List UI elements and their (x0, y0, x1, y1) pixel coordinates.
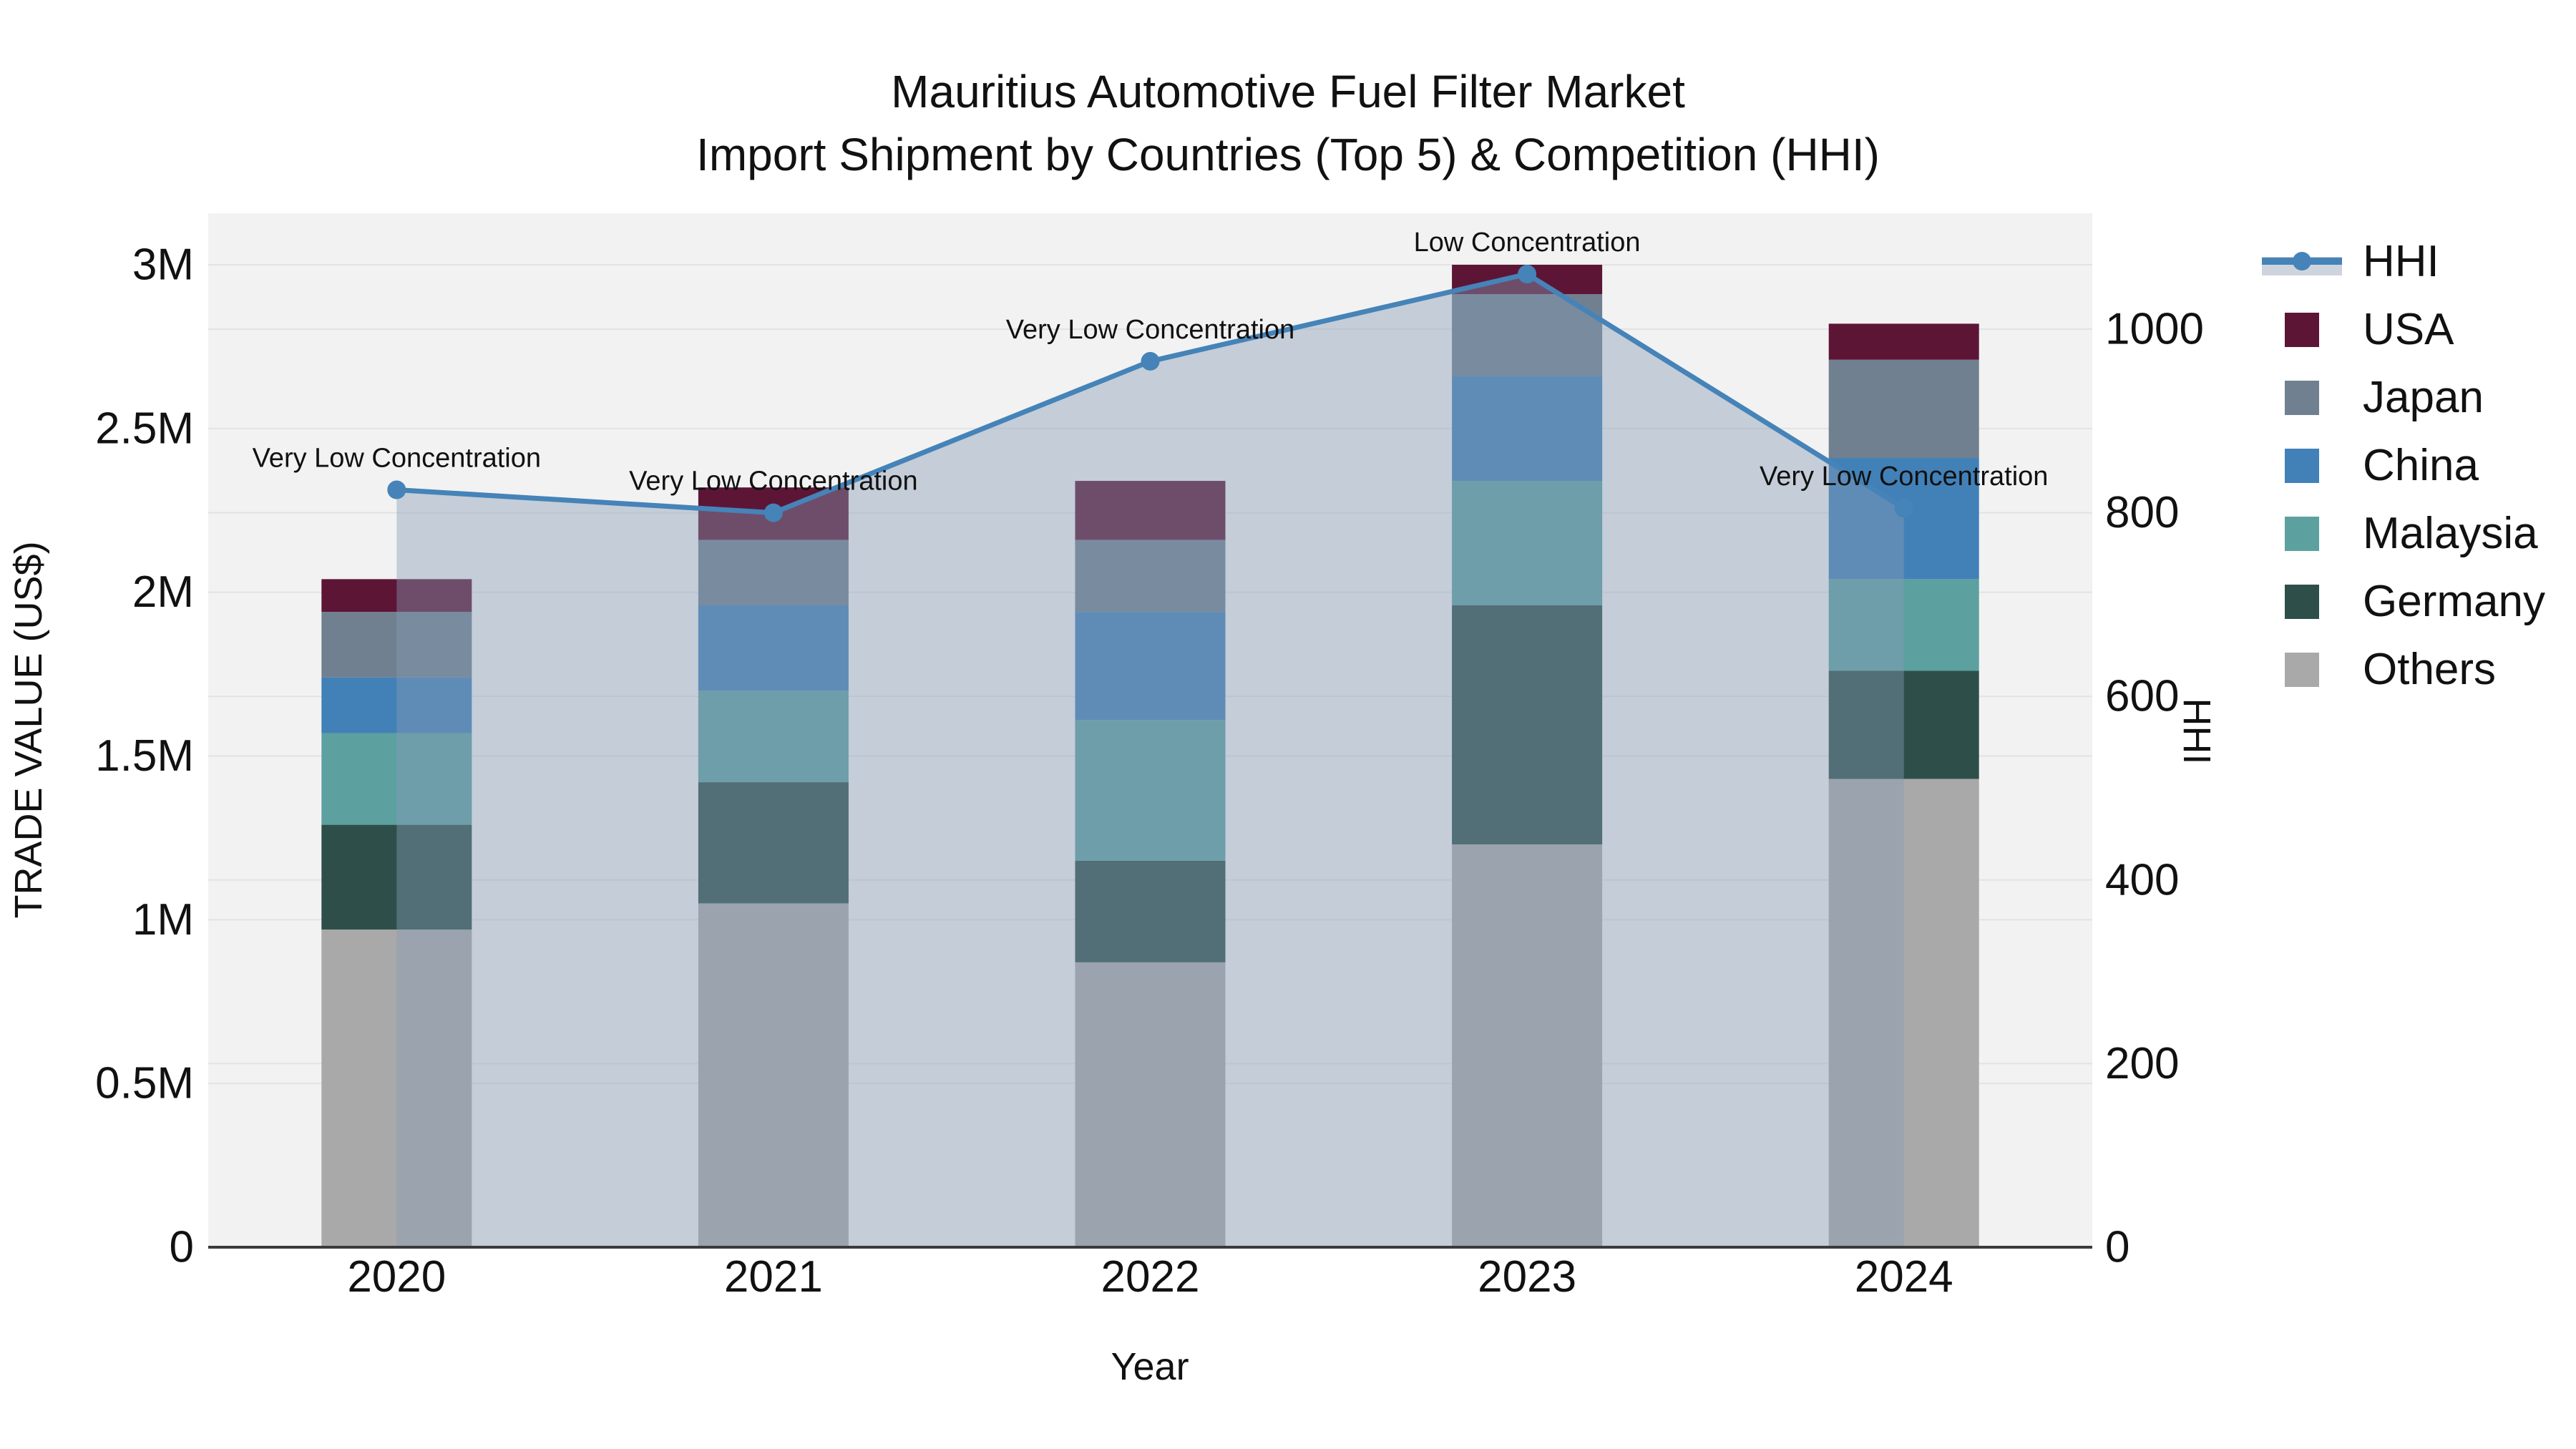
bar-segment-malaysia-2020[interactable] (321, 733, 472, 825)
usa-swatch-icon (2260, 308, 2344, 351)
bar-segment-others-2022[interactable] (1075, 962, 1226, 1247)
left-tick-label: 2.5M (95, 404, 194, 453)
chart-title-line1: Mauritius Automotive Fuel Filter Market (891, 66, 1685, 117)
bar-segment-germany-2021[interactable] (698, 782, 849, 904)
right-tick-label: 0 (2105, 1223, 2129, 1272)
others-swatch-icon (2260, 648, 2344, 691)
china-swatch-icon (2260, 444, 2344, 487)
left-tick-label: 3M (132, 240, 194, 290)
annotation-2023: Low Concentration (1414, 228, 1641, 258)
chart-title-line2: Import Shipment by Countries (Top 5) & C… (696, 129, 1880, 180)
bar-segment-japan-2021[interactable] (698, 540, 849, 605)
legend-item-germany[interactable]: Germany (2260, 567, 2545, 635)
x-tick-label-2022: 2022 (1101, 1252, 1200, 1302)
legend-item-others[interactable]: Others (2260, 635, 2545, 703)
germany-swatch-icon (2260, 580, 2344, 623)
legend-item-hhi[interactable]: HHI (2260, 228, 2545, 296)
legend: HHI USA Japan China Malaysia Germany Oth… (2260, 228, 2545, 703)
bar-segment-germany-2022[interactable] (1075, 860, 1226, 962)
legend-label-hhi: HHI (2363, 236, 2439, 286)
annotation-2022: Very Low Concentration (1006, 315, 1294, 345)
x-tick-label-2023: 2023 (1478, 1252, 1576, 1302)
annotations: Very Low Concentration Very Low Concentra… (253, 228, 2049, 497)
hhi-line-icon (2260, 240, 2344, 283)
legend-label-japan: Japan (2363, 372, 2484, 422)
bar-segment-malaysia-2021[interactable] (698, 690, 849, 783)
bar-segment-china-2020[interactable] (321, 677, 472, 733)
legend-item-usa[interactable]: USA (2260, 296, 2545, 364)
left-tick-label: 1.5M (95, 731, 194, 781)
left-tick-label: 0 (170, 1223, 194, 1272)
bar-segment-others-2020[interactable] (321, 930, 472, 1247)
bar-segment-malaysia-2023[interactable] (1452, 481, 1603, 605)
bar-segment-japan-2020[interactable] (321, 612, 472, 678)
bar-segment-usa-2020[interactable] (321, 579, 472, 613)
left-axis-tick-labels: 0 0.5M 1M 1.5M 2M 2.5M 3M (95, 240, 194, 1272)
x-axis-title: Year (1111, 1345, 1189, 1388)
legend-item-china[interactable]: China (2260, 431, 2545, 499)
bar-segment-malaysia-2022[interactable] (1075, 720, 1226, 861)
stacked-bars (321, 265, 1979, 1247)
y-axis-title: TRADE VALUE (US$) (7, 541, 50, 918)
hhi-marker-2021[interactable] (763, 503, 783, 522)
annotation-2024: Very Low Concentration (1760, 462, 2048, 492)
bar-segment-germany-2023[interactable] (1452, 605, 1603, 845)
japan-swatch-icon (2260, 376, 2344, 419)
legend-label-usa: USA (2363, 304, 2454, 354)
bar-segment-germany-2024[interactable] (1828, 670, 1979, 779)
hhi-marker-2022[interactable] (1141, 351, 1160, 371)
legend-item-japan[interactable]: Japan (2260, 364, 2545, 431)
right-tick-label: 1000 (2105, 305, 2204, 354)
hhi-marker-2020[interactable] (387, 480, 406, 499)
left-tick-label: 1M (132, 895, 194, 945)
legend-label-china: China (2363, 440, 2479, 490)
left-tick-label: 0.5M (95, 1059, 194, 1108)
right-tick-label: 200 (2105, 1039, 2179, 1088)
bar-segment-others-2023[interactable] (1452, 844, 1603, 1247)
right-tick-label: 800 (2105, 488, 2179, 537)
right-axis-tick-labels: 0 200 400 600 800 1000 (2105, 305, 2204, 1272)
right-tick-label: 400 (2105, 855, 2179, 904)
left-tick-label: 2M (132, 567, 194, 617)
hhi-line (387, 265, 1913, 522)
x-tick-label-2021: 2021 (724, 1252, 823, 1302)
bar-segment-malaysia-2024[interactable] (1828, 579, 1979, 671)
legend-label-others: Others (2363, 644, 2497, 694)
bar-segment-japan-2024[interactable] (1828, 359, 1979, 459)
bar-segment-china-2021[interactable] (698, 605, 849, 691)
bar-segment-others-2024[interactable] (1828, 779, 1979, 1247)
legend-label-malaysia: Malaysia (2363, 508, 2538, 558)
bar-segment-usa-2024[interactable] (1828, 323, 1979, 360)
annotation-2020: Very Low Concentration (253, 444, 541, 474)
y2-axis-title: HHI (2175, 698, 2218, 765)
legend-label-germany: Germany (2363, 576, 2545, 626)
hhi-marker-2023[interactable] (1518, 265, 1537, 284)
right-tick-label: 600 (2105, 672, 2179, 721)
bar-segment-china-2023[interactable] (1452, 376, 1603, 482)
legend-item-malaysia[interactable]: Malaysia (2260, 499, 2545, 567)
annotation-2021: Very Low Concentration (629, 467, 917, 497)
bar-segment-germany-2020[interactable] (321, 824, 472, 930)
x-tick-label-2024: 2024 (1855, 1252, 1953, 1302)
hhi-marker-2024[interactable] (1894, 499, 1913, 518)
bar-segment-china-2022[interactable] (1075, 612, 1226, 721)
bar-segment-others-2021[interactable] (698, 903, 849, 1247)
bar-segment-japan-2022[interactable] (1075, 540, 1226, 613)
x-axis-tick-labels: 2020 2021 2022 2023 2024 (347, 1252, 1953, 1302)
bar-segment-usa-2022[interactable] (1075, 481, 1226, 540)
x-tick-label-2020: 2020 (347, 1252, 446, 1302)
malaysia-swatch-icon (2260, 512, 2344, 555)
